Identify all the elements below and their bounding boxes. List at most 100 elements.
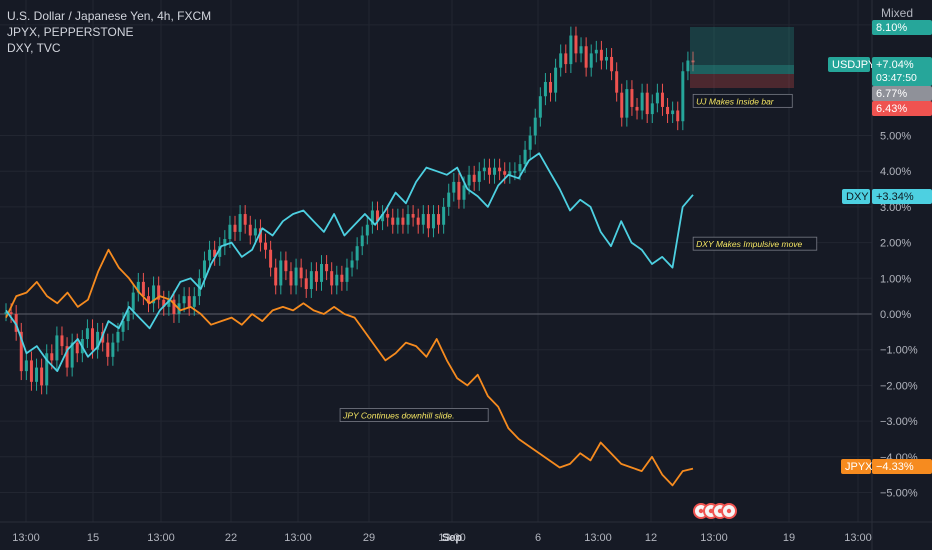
candle-body [243, 214, 247, 225]
candle-body [411, 214, 415, 218]
candle-body [340, 274, 344, 282]
candle-body [167, 299, 171, 307]
annotation-box [692, 93, 793, 108]
candle-body [106, 342, 110, 357]
dxy-symbol-badge-bg [842, 189, 870, 204]
candle-body [213, 249, 217, 257]
usdjpy-countdown: 03:47:50 [876, 72, 917, 84]
candle-body [391, 217, 395, 225]
candle-body [91, 328, 95, 350]
x-tick-label: 13:00 [284, 532, 312, 544]
candle-body [330, 271, 334, 286]
candle-body [559, 53, 563, 68]
usdjpy-value-badge: +7.04% [876, 59, 914, 71]
candle-body [253, 228, 257, 236]
usdjpy-symbol-badge: USDJPY [832, 59, 876, 71]
jpyx-series-line [5, 248, 694, 487]
candle-body [19, 331, 23, 372]
candle-body [549, 81, 553, 93]
candle-body [365, 224, 369, 236]
annotation-box [339, 408, 489, 422]
candle-body [335, 274, 339, 286]
candle-body [396, 217, 400, 225]
candle-body [650, 103, 654, 115]
candle-body [457, 181, 461, 200]
x-tick-label: 13:00 [147, 532, 175, 544]
candle-body [29, 360, 33, 382]
long-position-entry-zone [690, 65, 794, 74]
candle-body [162, 299, 166, 307]
candle-body [85, 328, 89, 339]
candle-body [294, 267, 298, 286]
candle-body [655, 92, 659, 104]
candle-body [182, 296, 186, 304]
candle-body [157, 285, 161, 300]
usdjpy-value-badge-bg [872, 57, 932, 86]
candle-body [640, 92, 644, 111]
candle-body [691, 60, 695, 63]
legend-jpyx: JPYX, PEPPERSTONE [7, 25, 134, 39]
candle-body [610, 56, 614, 72]
y-tick-label: 1.00% [880, 273, 911, 285]
candle-body [660, 92, 664, 107]
candle-body [513, 171, 517, 173]
x-tick-label: 19 [783, 532, 795, 544]
candle-body [498, 167, 502, 172]
x-tick-label: 13:00 [12, 532, 40, 544]
candle-body [299, 267, 303, 279]
candle-body [350, 260, 354, 268]
candle-body [564, 53, 568, 65]
event-marker-dot [698, 508, 704, 514]
x-tick-label: 13:00 [584, 532, 612, 544]
candle-body [4, 312, 8, 314]
candle-body [686, 60, 690, 72]
candle-body [258, 228, 262, 243]
candle-body [528, 135, 532, 150]
candle-body [146, 296, 150, 304]
candle-body [279, 260, 283, 286]
candle-body [574, 35, 578, 54]
candle-body [421, 214, 425, 225]
candle-body [223, 239, 227, 247]
candle-body [136, 281, 140, 293]
candle-body [518, 164, 522, 172]
dxy-symbol-badge: DXY [846, 191, 869, 203]
long-position-profit-zone [690, 27, 794, 65]
candle-body [238, 214, 242, 232]
legend-dxy: DXY, TVC [7, 41, 61, 55]
candle-body [172, 299, 176, 314]
candle-body [274, 267, 278, 286]
scale-mode-label[interactable]: Mixed [881, 6, 914, 20]
candle-body [269, 249, 273, 268]
candle-body [187, 296, 191, 307]
candle-body [111, 342, 115, 357]
y-tick-label: −3.00% [880, 416, 918, 428]
candle-body [314, 271, 318, 282]
y-tick-label: −1.00% [880, 345, 918, 357]
candle-body [14, 314, 18, 332]
candle-body [233, 224, 237, 232]
price-badge-mid-bg [872, 86, 932, 101]
x-tick-label: 22 [225, 532, 237, 544]
candle-body [472, 174, 476, 182]
candle-body [264, 242, 268, 250]
candle-body [289, 271, 293, 286]
candle-body [65, 346, 69, 368]
jpyx-symbol-badge: JPYX [845, 461, 873, 473]
candle-body [462, 185, 466, 200]
candle-body [208, 249, 212, 261]
candle-body [152, 285, 156, 304]
candle-body [375, 210, 379, 222]
x-tick-label: 13:00 [700, 532, 728, 544]
candle-body [386, 214, 390, 218]
candle-body [116, 331, 120, 343]
event-marker-dot [726, 508, 732, 514]
candle-body [620, 92, 624, 118]
candle-body [381, 214, 385, 222]
x-tick-label: 13:00 [844, 532, 872, 544]
candle-body [228, 224, 232, 240]
candle-body [40, 367, 44, 386]
candle-body [431, 214, 435, 229]
y-tick-label: 4.00% [880, 166, 911, 178]
